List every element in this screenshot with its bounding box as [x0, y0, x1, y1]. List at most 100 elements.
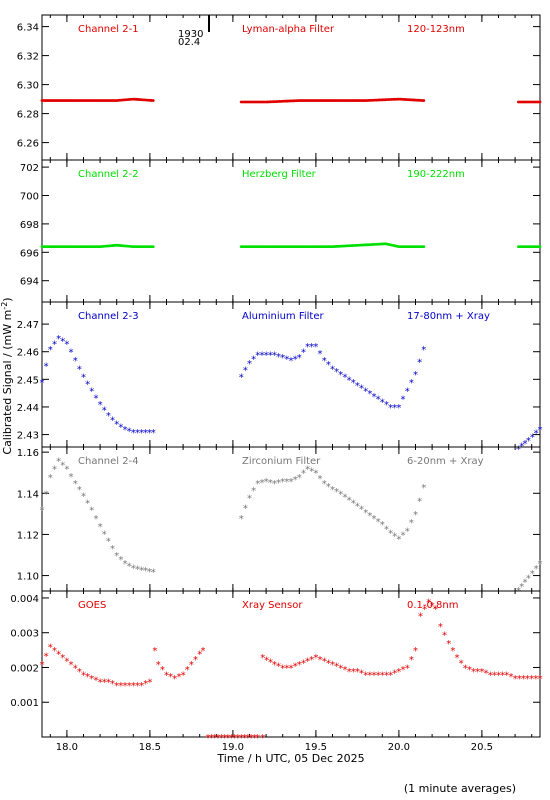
data-point: *	[367, 670, 372, 681]
data-point: *	[513, 674, 518, 685]
data-point: *	[322, 657, 327, 668]
data-point: *	[313, 469, 318, 480]
data-point: *	[418, 611, 423, 622]
data-point: *	[280, 663, 285, 674]
data-point: *	[44, 362, 49, 373]
panel-1: 6.26 6.28 6.30 6.32 6.34 Channel 2-1 Lyman-alp…	[17, 14, 542, 161]
data-point: *	[114, 681, 119, 692]
data-point: *	[372, 670, 377, 681]
data-point: *	[260, 653, 265, 664]
data-point: *	[222, 733, 227, 744]
data-point: *	[525, 674, 530, 685]
data-point: *	[367, 511, 372, 522]
data-point: *	[127, 561, 132, 572]
data-point: *	[193, 655, 198, 666]
data-point: *	[297, 353, 302, 364]
data-point: *	[388, 403, 393, 414]
data-point: *	[264, 350, 269, 361]
data-point: *	[147, 428, 152, 439]
data-point: *	[209, 733, 214, 744]
data-point: *	[293, 475, 298, 486]
data-point: *	[526, 574, 531, 585]
data-point: *	[56, 650, 61, 661]
data-point: *	[409, 655, 414, 666]
data-point: *	[93, 393, 98, 404]
data-point: *	[239, 514, 244, 525]
data-point: *	[106, 677, 111, 688]
filter-label: Zirconium Filter	[242, 456, 321, 467]
data-point: *	[139, 428, 144, 439]
data-point: *	[538, 559, 543, 570]
data-point: *	[388, 528, 393, 539]
data-point: *	[139, 681, 144, 692]
y-tick-label: 1.16	[17, 448, 39, 459]
data-point: *	[52, 646, 57, 657]
data-point: *	[330, 660, 335, 671]
band-label: 0.1-0.8nm	[407, 600, 459, 611]
data-point: *	[118, 555, 123, 566]
data-point: *	[355, 381, 360, 392]
data-point: *	[517, 674, 522, 685]
data-point: *	[322, 479, 327, 490]
filter-label: Aluminium Filter	[242, 311, 325, 322]
x-tick-label: 20.5	[471, 742, 493, 753]
y-tick-label: 700	[20, 192, 39, 203]
series-1: ****************************	[40, 334, 156, 439]
data-point: *	[372, 392, 377, 403]
data-point: *	[318, 474, 323, 485]
data-point: *	[293, 355, 298, 366]
data-point: *	[326, 360, 331, 371]
panel-frame	[41, 159, 541, 303]
series-3: **** * * * * * * * * * * * * * * * * * * * * * * * * * * * * * * * *****…	[260, 597, 542, 684]
y-tick-label: 2.47	[17, 320, 39, 331]
data-point: *	[252, 733, 257, 744]
data-point: *	[56, 456, 61, 467]
data-point: *	[475, 667, 480, 678]
data-point: *	[326, 482, 331, 493]
data-point: *	[102, 677, 107, 688]
data-point: *	[384, 670, 389, 681]
data-point: *	[413, 510, 418, 521]
data-point: *	[160, 665, 165, 676]
data-point: *	[396, 535, 401, 546]
data-point: *	[272, 660, 277, 671]
data-point: *	[56, 334, 61, 345]
y-tick-label: 1.14	[17, 489, 39, 500]
data-point: *	[338, 663, 343, 674]
data-point: *	[215, 733, 220, 744]
data-point: *	[523, 439, 528, 450]
data-point: *	[500, 670, 505, 681]
data-point: *	[98, 522, 103, 533]
data-point: *	[347, 667, 352, 678]
data-point: *	[143, 566, 148, 577]
data-point: *	[276, 478, 281, 489]
series-1	[40, 97, 155, 102]
data-point: *	[422, 604, 427, 615]
data-point: *	[212, 733, 217, 744]
data-point: *	[313, 342, 318, 353]
data-point: *	[48, 345, 53, 356]
data-point: *	[93, 676, 98, 687]
data-point: *	[242, 733, 247, 744]
data-point: *	[181, 670, 186, 681]
series-1: *** * * * * * * * * * * * * * * * * * * * * * * * *** * * * * * * * * * **	[40, 643, 206, 692]
data-point: *	[176, 672, 181, 683]
y-tick-label: 702	[20, 163, 39, 174]
data-point: *	[455, 653, 460, 664]
data-point: *	[523, 578, 528, 589]
data-point: *	[239, 373, 244, 384]
panel-3: 2.43 2.44 2.45 2.46 2.47 Channel 2-3 Aluminium…	[17, 301, 543, 455]
channel-label: Channel 2-2	[78, 169, 139, 180]
data-point: *	[123, 559, 128, 570]
data-point: *	[421, 345, 426, 356]
data-point: *	[280, 477, 285, 488]
data-point: *	[367, 389, 372, 400]
filter-label: Xray Sensor	[242, 600, 303, 611]
data-point: *	[268, 350, 273, 361]
data-point: *	[48, 643, 53, 654]
y-tick-label: 0.004	[10, 594, 39, 605]
data-point: *	[388, 670, 393, 681]
data-point: *	[172, 674, 177, 685]
data-point: *	[384, 400, 389, 411]
